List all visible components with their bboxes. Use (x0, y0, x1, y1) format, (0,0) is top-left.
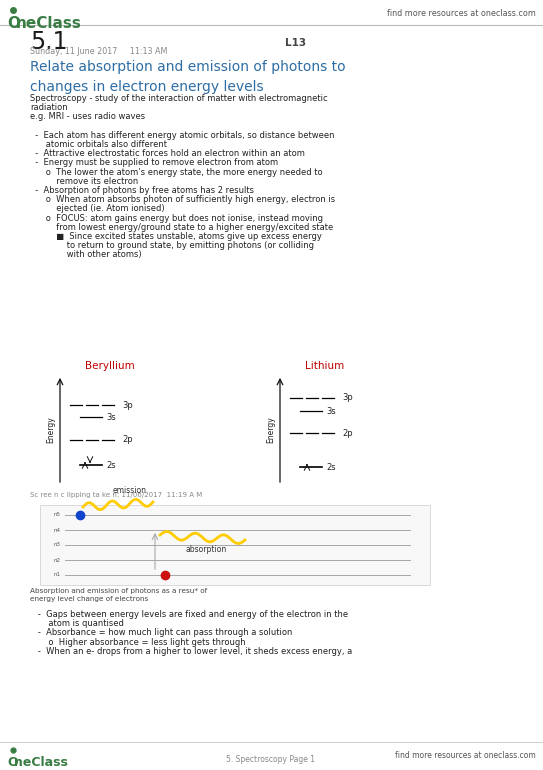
Text: 5.1: 5.1 (30, 30, 67, 54)
Text: Lithium: Lithium (305, 361, 344, 371)
Text: radiation: radiation (30, 103, 68, 112)
Text: from lowest energy/ground state to a higher energy/excited state: from lowest energy/ground state to a hig… (30, 223, 333, 232)
Text: e.g. MRI - uses radio waves: e.g. MRI - uses radio waves (30, 112, 145, 122)
Text: atomic orbitals also different: atomic orbitals also different (30, 140, 167, 149)
Text: Spectroscopy - study of the interaction of matter with electromagnetic: Spectroscopy - study of the interaction … (30, 94, 327, 103)
Text: Sc ree n c lipping ta ke n: 11/06/2017  11:19 A M: Sc ree n c lipping ta ke n: 11/06/2017 1… (30, 492, 202, 498)
Text: -  Each atom has different energy atomic orbitals, so distance between: - Each atom has different energy atomic … (30, 131, 334, 140)
Text: 2s: 2s (326, 463, 336, 471)
Text: 2p: 2p (342, 428, 352, 437)
Text: with other atoms): with other atoms) (30, 250, 142, 259)
Text: 3p: 3p (342, 393, 353, 403)
Text: remove its electron: remove its electron (30, 177, 138, 186)
Text: -  Absorbance = how much light can pass through a solution: - Absorbance = how much light can pass t… (30, 628, 292, 638)
Text: find more resources at oneclass.com: find more resources at oneclass.com (387, 8, 536, 18)
Text: -  Energy must be supplied to remove electron from atom: - Energy must be supplied to remove elec… (30, 159, 278, 167)
Text: L13: L13 (285, 38, 306, 48)
Text: 3s: 3s (106, 413, 116, 421)
Text: Energy: Energy (47, 417, 55, 444)
Text: 3s: 3s (326, 407, 336, 416)
Text: 5. Spectroscopy Page 1: 5. Spectroscopy Page 1 (226, 755, 315, 765)
Text: o  When atom absorbs photon of sufficiently high energy, electron is: o When atom absorbs photon of sufficient… (30, 196, 335, 204)
Text: -  Gaps between energy levels are fixed and energy of the electron in the: - Gaps between energy levels are fixed a… (30, 610, 348, 619)
Text: o  FOCUS: atom gains energy but does not ionise, instead moving: o FOCUS: atom gains energy but does not … (30, 213, 323, 223)
Bar (40, 505, 430, 585)
Text: Absorption and emission of photons as a resu* of: Absorption and emission of photons as a … (30, 588, 207, 594)
Text: Sunday, 11 June 2017     11:13 AM: Sunday, 11 June 2017 11:13 AM (30, 47, 167, 56)
Text: o  The lower the atom’s energy state, the more energy needed to: o The lower the atom’s energy state, the… (30, 168, 323, 176)
Text: to return to ground state, by emitting photons (or colliding: to return to ground state, by emitting p… (30, 241, 314, 250)
Text: ■  Since excited states unstable, atoms give up excess energy: ■ Since excited states unstable, atoms g… (30, 232, 322, 241)
Text: n4: n4 (54, 527, 61, 533)
Text: Relate absorption and emission of photons to
changes in electron energy levels: Relate absorption and emission of photon… (30, 60, 346, 93)
Text: -  When an e- drops from a higher to lower level, it sheds excess energy, a: - When an e- drops from a higher to lowe… (30, 647, 352, 656)
Text: 2p: 2p (122, 436, 132, 444)
Text: ejected (ie. Atom ionised): ejected (ie. Atom ionised) (30, 204, 165, 213)
Text: atom is quantised: atom is quantised (30, 619, 124, 628)
Text: -  Absorption of photons by free atoms has 2 results: - Absorption of photons by free atoms ha… (30, 186, 254, 195)
Text: find more resources at oneclass.com: find more resources at oneclass.com (395, 751, 536, 759)
Text: energy level change of electrons: energy level change of electrons (30, 596, 148, 602)
Text: 2s: 2s (106, 460, 116, 470)
Text: O: O (7, 16, 20, 31)
Text: Beryllium: Beryllium (85, 361, 135, 371)
Text: O: O (7, 756, 17, 769)
Text: n1: n1 (54, 573, 61, 578)
Text: n2: n2 (54, 557, 61, 563)
Text: absorption: absorption (185, 545, 226, 554)
Text: -  Attractive electrostatic forces hold an electron within an atom: - Attractive electrostatic forces hold a… (30, 149, 305, 158)
Text: 3p: 3p (122, 400, 132, 410)
Text: n3: n3 (54, 543, 61, 547)
Text: emission: emission (113, 486, 147, 495)
Text: neClass: neClass (14, 756, 68, 769)
Text: o  Higher absorbance = less light gets through: o Higher absorbance = less light gets th… (30, 638, 245, 647)
Text: neClass: neClass (16, 16, 82, 31)
Text: n5: n5 (54, 513, 61, 517)
Text: Energy: Energy (267, 417, 275, 444)
